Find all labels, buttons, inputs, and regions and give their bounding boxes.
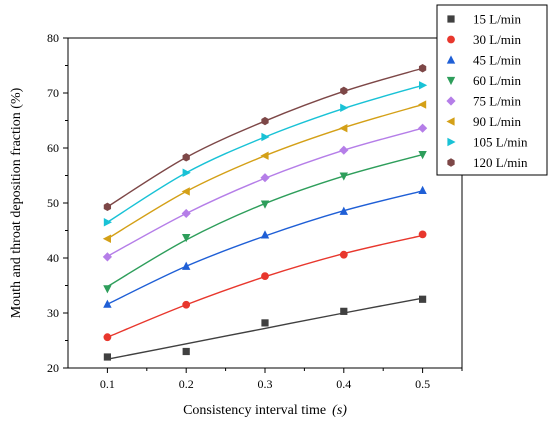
data-point [340, 307, 348, 315]
data-point [339, 206, 348, 215]
data-point [182, 300, 191, 309]
data-point [339, 145, 349, 155]
legend-label: 15 L/min [473, 12, 522, 27]
data-point [103, 333, 112, 342]
legend-label: 75 L/min [473, 94, 522, 109]
data-point [182, 261, 191, 270]
data-point [339, 172, 348, 181]
data-point [261, 132, 270, 142]
legend-label: 30 L/min [473, 32, 522, 47]
legend-marker [446, 96, 456, 106]
data-point [103, 353, 111, 361]
data-point [103, 218, 112, 227]
data-point [260, 200, 270, 209]
legend-label: 45 L/min [473, 53, 522, 68]
x-tick-label: 0.4 [336, 377, 351, 391]
data-point [182, 168, 191, 177]
x-axis-unit: (s) [332, 403, 347, 418]
data-point [261, 272, 269, 281]
legend-marker [446, 117, 455, 126]
legend-label: 105 L/min [473, 135, 528, 150]
y-tick-label: 50 [47, 196, 59, 210]
data-point [182, 153, 190, 162]
data-point [261, 319, 269, 327]
data-point [418, 64, 427, 73]
x-tick-label: 0.2 [179, 377, 194, 391]
data-point [103, 285, 112, 294]
y-tick-label: 70 [47, 86, 59, 100]
data-point [418, 151, 427, 160]
data-point [182, 347, 190, 356]
legend-marker [446, 76, 456, 86]
y-tick-label: 30 [47, 306, 59, 320]
legend-marker [447, 35, 455, 44]
x-axis-title: Consistency interval time (s) [183, 403, 347, 418]
data-point [418, 123, 428, 133]
legend-marker [447, 15, 455, 23]
legend-label: 120 L/min [473, 155, 528, 170]
legend: 15 L/min 30 L/min 45 L/min 60 L/min 75 L/min… [436, 4, 548, 176]
y-axis-title: Mouth and throat deposition fraction (%) [9, 87, 24, 318]
legend-marker [446, 55, 456, 64]
data-point [418, 185, 427, 194]
data-point [418, 100, 427, 109]
x-tick-label: 0.3 [258, 377, 273, 391]
legend-label: 90 L/min [473, 114, 522, 129]
fit-line-1 [107, 297, 423, 360]
legend-label: 60 L/min [473, 73, 522, 88]
data-point [418, 230, 427, 239]
x-tick-label: 0.5 [415, 377, 430, 391]
data-point [181, 187, 190, 196]
data-point [103, 299, 112, 308]
y-tick-label: 80 [47, 31, 59, 45]
data-point [260, 151, 269, 160]
legend-marker [447, 158, 455, 167]
data-point [339, 124, 348, 133]
data-point [260, 173, 270, 183]
data-point [103, 202, 112, 212]
data-point [182, 234, 191, 243]
y-tick-label: 40 [47, 251, 59, 265]
y-tick-label: 60 [47, 141, 59, 155]
x-tick-label: 0.1 [100, 377, 115, 391]
data-point [419, 295, 427, 303]
data-point [181, 208, 191, 219]
legend-marker [447, 137, 456, 147]
data-point [102, 252, 112, 262]
data-point [340, 103, 349, 113]
data-point [339, 250, 348, 259]
y-tick-label: 20 [47, 361, 59, 375]
data-point [102, 234, 111, 243]
x-axis-label: Consistency interval time [183, 403, 326, 418]
data-point [261, 116, 269, 126]
data-point [419, 81, 428, 90]
legend-box [436, 4, 548, 176]
data-point [340, 86, 348, 95]
data-point [260, 230, 270, 239]
